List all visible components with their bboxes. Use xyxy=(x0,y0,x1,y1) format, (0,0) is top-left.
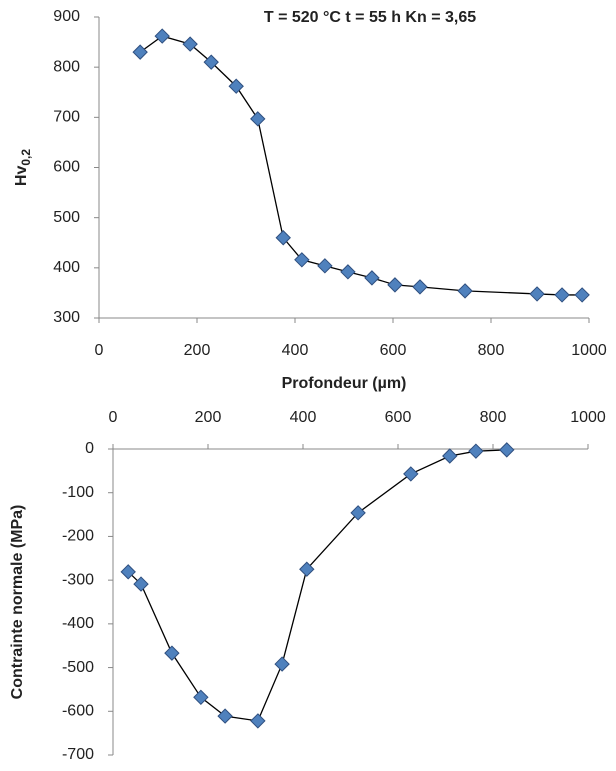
x-tick-label: 400 xyxy=(282,342,309,359)
y-tick-label: 600 xyxy=(53,159,80,176)
y-axis-label: Contrainte normale (MPa) xyxy=(9,505,26,700)
y-tick-label: -100 xyxy=(62,484,94,501)
y-tick-label: -600 xyxy=(62,703,94,720)
data-point xyxy=(217,708,233,724)
data-point xyxy=(250,111,266,127)
data-point xyxy=(228,78,244,94)
y-axis-label: Hv0,2 xyxy=(13,149,33,186)
data-point xyxy=(499,442,515,458)
data-point xyxy=(154,28,170,44)
data-point xyxy=(457,283,473,299)
data-point xyxy=(250,713,266,729)
x-axis-label: Profondeur (µm) xyxy=(282,375,407,392)
data-point xyxy=(203,54,219,70)
y-axis-label-main: Hv xyxy=(13,166,30,187)
y-tick-label: 300 xyxy=(53,309,80,326)
y-tick-label: 900 xyxy=(53,8,80,25)
y-tick-label: -400 xyxy=(62,615,94,632)
x-tick-label: 800 xyxy=(478,342,505,359)
y-axis-label-subscript: 0,2 xyxy=(19,149,33,166)
x-tick-label: 200 xyxy=(184,342,211,359)
data-point xyxy=(193,689,209,706)
y-tick-label: 0 xyxy=(85,440,94,457)
y-tick-label: 700 xyxy=(53,109,80,126)
data-point xyxy=(350,505,366,521)
data-point xyxy=(275,230,291,246)
data-point xyxy=(364,270,380,286)
x-tick-label: 800 xyxy=(480,409,507,426)
data-point xyxy=(387,277,403,293)
data-point xyxy=(554,287,570,303)
data-point xyxy=(412,279,428,295)
data-point xyxy=(182,36,198,52)
data-point xyxy=(120,564,136,580)
x-tick-label: 400 xyxy=(290,409,317,426)
y-tick-label: -700 xyxy=(62,746,94,763)
x-tick-label: 600 xyxy=(385,409,412,426)
data-point xyxy=(529,286,545,302)
x-tick-label: 0 xyxy=(109,409,118,426)
y-tick-label: -500 xyxy=(62,659,94,676)
x-tick-label: 1000 xyxy=(571,342,607,359)
data-point xyxy=(133,576,149,592)
data-point xyxy=(274,656,290,672)
data-point xyxy=(574,287,590,303)
x-tick-label: 200 xyxy=(195,409,222,426)
series-line xyxy=(127,449,507,722)
data-point xyxy=(442,448,458,464)
data-point xyxy=(317,258,333,274)
data-point xyxy=(403,466,419,482)
data-point xyxy=(340,264,356,280)
x-tick-label: 0 xyxy=(95,342,104,359)
y-tick-label: 500 xyxy=(53,209,80,226)
data-point xyxy=(294,252,310,268)
series-line xyxy=(139,35,583,296)
data-point xyxy=(299,561,315,577)
x-tick-label: 600 xyxy=(380,342,407,359)
y-tick-label: 800 xyxy=(53,58,80,75)
x-tick-label: 1000 xyxy=(570,409,606,426)
y-tick-label: -300 xyxy=(62,571,94,588)
y-tick-label: -200 xyxy=(62,528,94,545)
y-tick-label: 400 xyxy=(53,259,80,276)
data-point xyxy=(132,44,148,60)
chart-title: T = 520 °C t = 55 h Kn = 3,65 xyxy=(264,9,476,26)
data-point xyxy=(468,443,484,459)
data-point xyxy=(164,645,180,661)
